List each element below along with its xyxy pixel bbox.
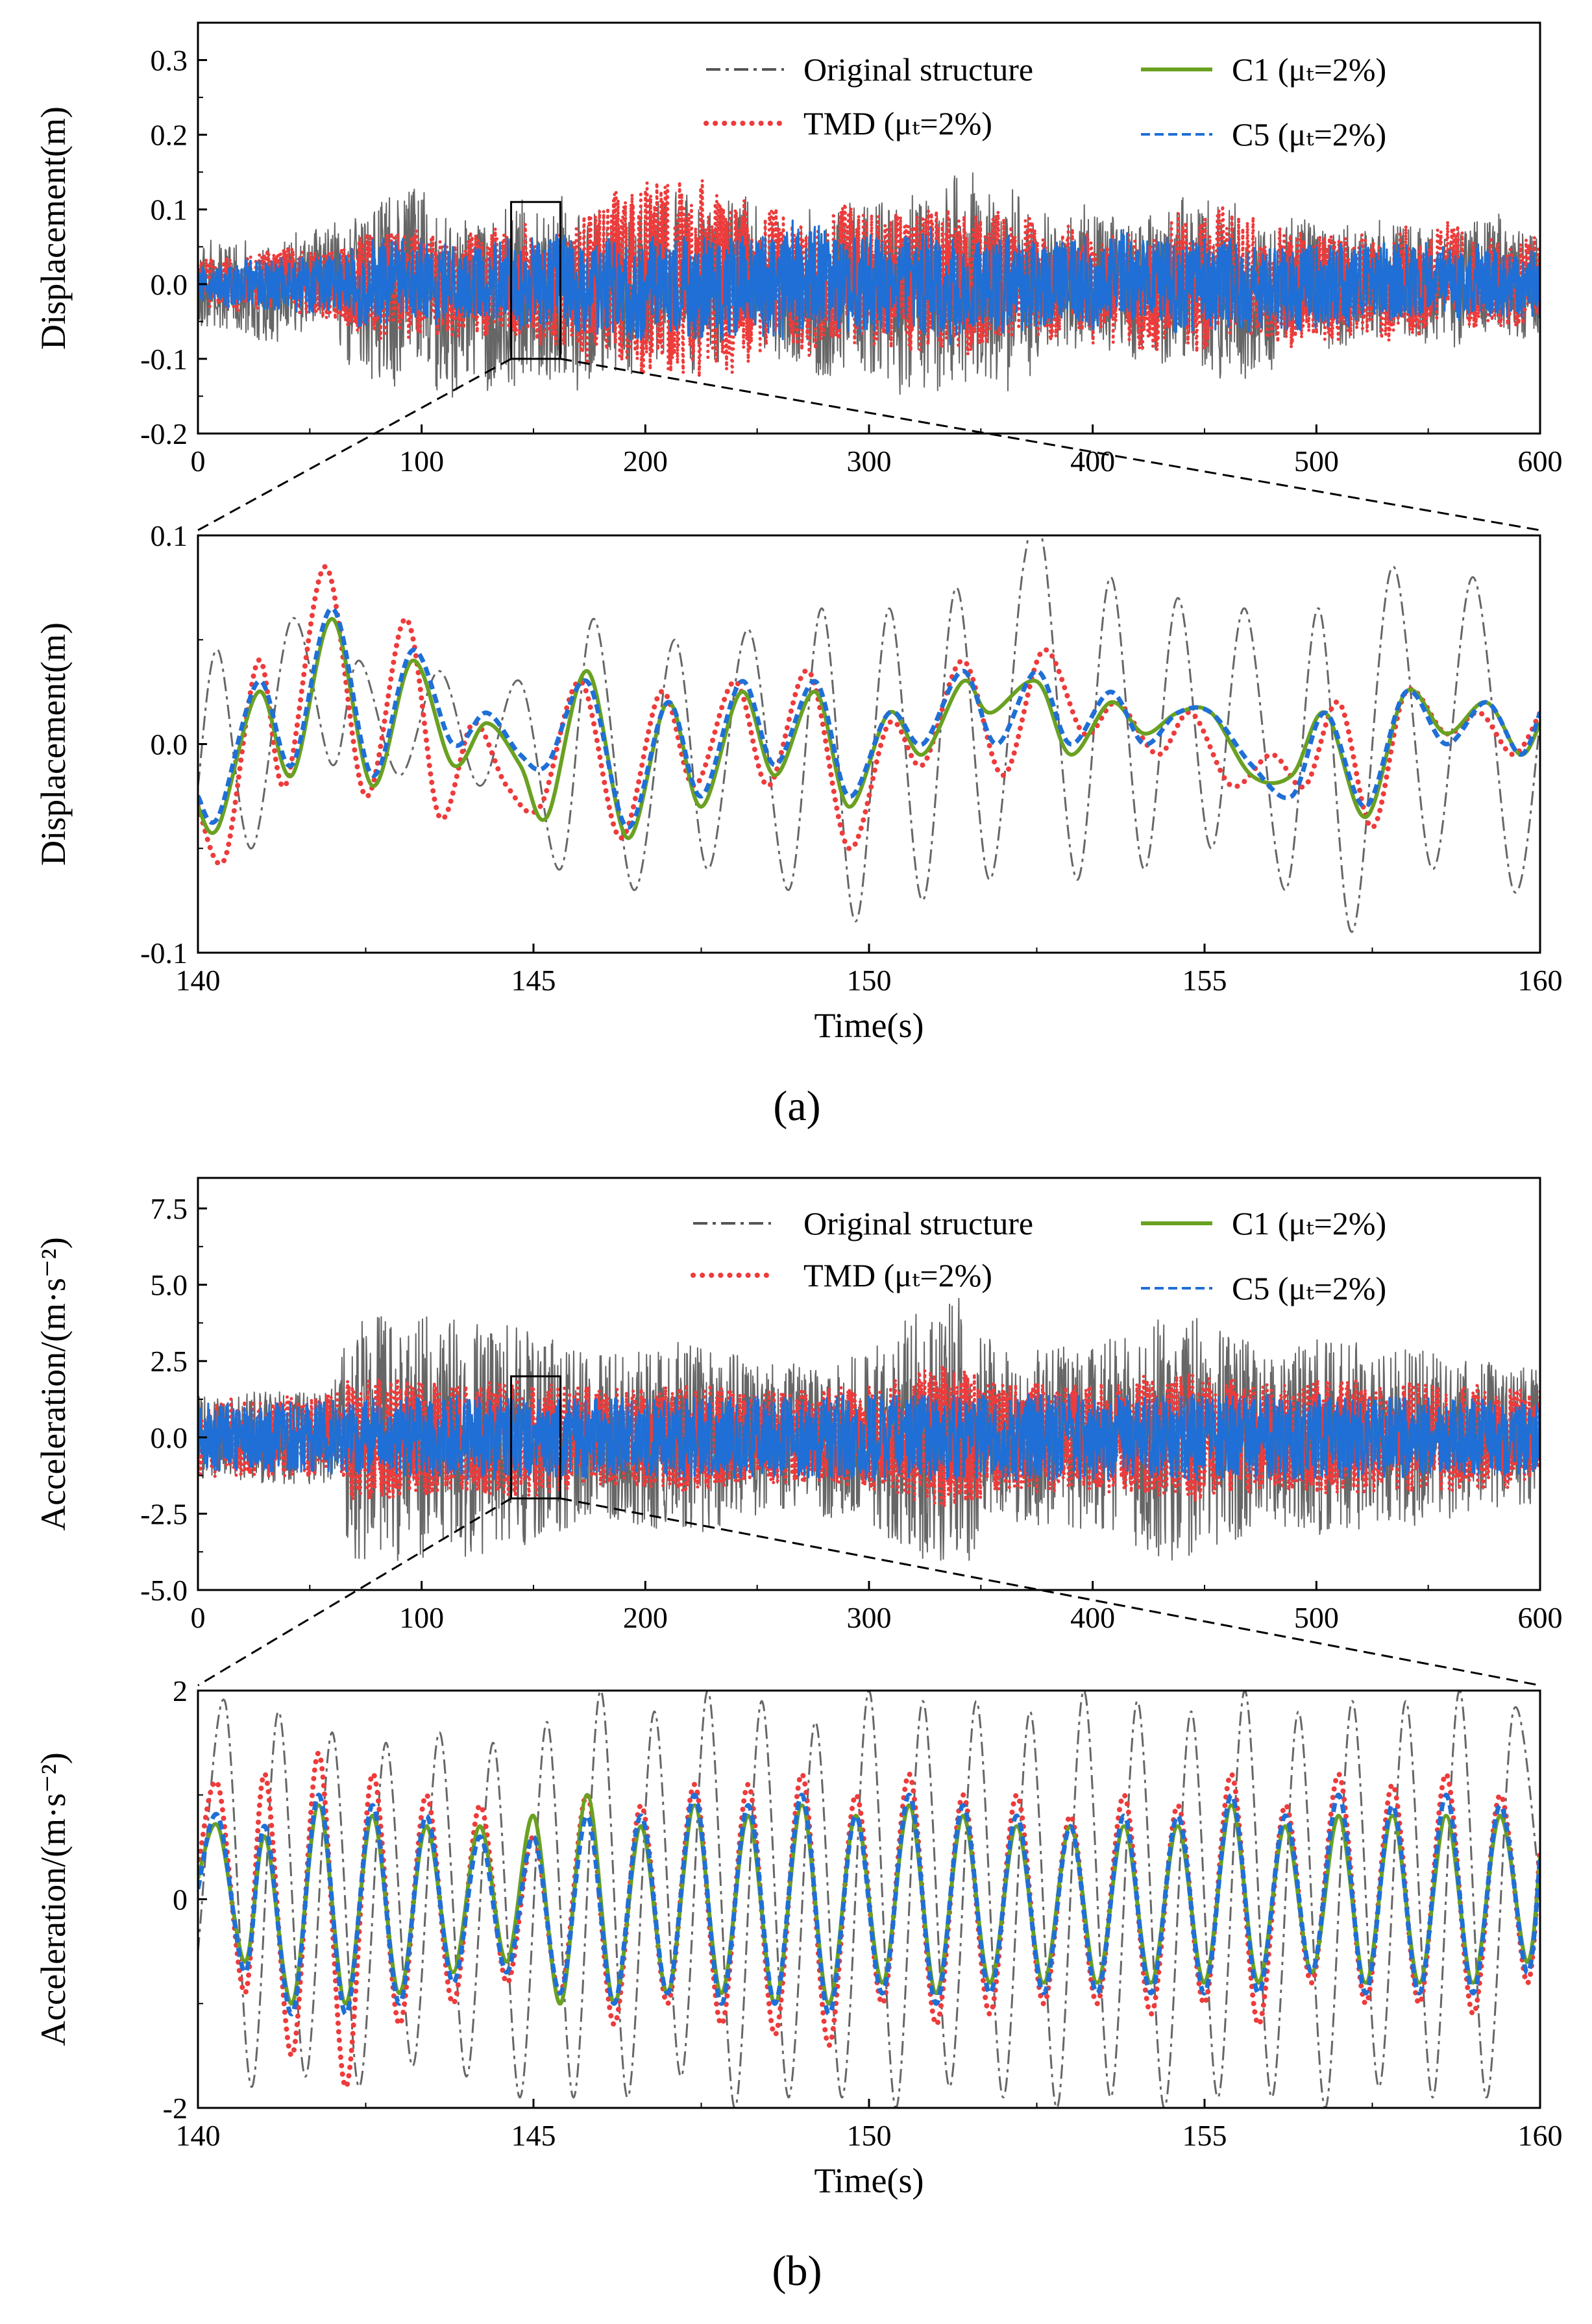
x-tick-label: 155 xyxy=(1182,2119,1227,2152)
legend-c5-label: C5 (μₜ=2%) xyxy=(1232,116,1386,153)
panel-label-b: (b) xyxy=(772,2247,822,2295)
x-tick-label: 400 xyxy=(1070,1601,1115,1634)
x-tick-label: 140 xyxy=(176,2119,221,2152)
y-tick-label: 2.5 xyxy=(151,1345,188,1378)
series-original-line xyxy=(198,1691,1540,2108)
plot-area xyxy=(198,535,1540,933)
series-tmd-line xyxy=(198,564,1540,867)
x-tick-label: 150 xyxy=(847,2119,892,2152)
zoom-connectors xyxy=(197,358,1541,1687)
x-tick-label: 155 xyxy=(1182,964,1227,997)
y-tick-label: -0.2 xyxy=(140,417,188,450)
chart-displacement-full: 0 100 200 300 400 500 600 -0.2 -0.1 0.0 0.1 0.2 0.3 D… xyxy=(34,21,1563,478)
x-tick-label: 145 xyxy=(511,2119,556,2152)
series-c1-line xyxy=(198,1792,1540,2006)
chart-acceleration-zoom: 140 145 150 155 160 -2 0 2 Acceleration/(m·s⁻²) T… xyxy=(34,1674,1563,2200)
y-tick-label: -0.1 xyxy=(140,936,188,970)
x-tick-label: 145 xyxy=(511,964,556,997)
y-axis-label: Acceleration/(m·s⁻²) xyxy=(34,1237,73,1531)
x-axis-label: Time(s) xyxy=(814,1006,924,1045)
panel-label-a: (a) xyxy=(773,1082,820,1130)
legend-original-label: Original structure xyxy=(803,51,1033,88)
y-tick-label: 0.0 xyxy=(151,1421,188,1454)
plot-area xyxy=(198,172,1540,398)
x-tick-label: 100 xyxy=(399,1601,444,1634)
y-tick-label: -2 xyxy=(163,2092,188,2125)
zoom-box xyxy=(510,201,561,360)
y-tick-label: 0.3 xyxy=(151,44,188,77)
legend-c1-label: C1 (μₜ=2%) xyxy=(1232,1205,1386,1242)
x-tick-label: 0 xyxy=(191,1601,206,1634)
series-c5-line xyxy=(198,1792,1540,2016)
x-tick-label: 200 xyxy=(623,1601,668,1634)
x-axis-label: Time(s) xyxy=(814,2161,924,2200)
x-tick-label: 0 xyxy=(191,445,206,478)
plot-area xyxy=(198,1691,1540,2108)
connector-left xyxy=(197,358,512,532)
y-tick-label: 7.5 xyxy=(151,1192,188,1225)
y-tick-label: -5.0 xyxy=(140,1574,188,1607)
y-tick-label: 0.1 xyxy=(151,193,188,226)
x-tick-label: 600 xyxy=(1518,1601,1563,1634)
y-tick-label: 2 xyxy=(173,1674,188,1707)
series-original-line xyxy=(198,535,1540,933)
chart-acceleration-full: 0 100 200 300 400 500 600 -5.0 -2.5 0.0 2.5 5.0 7.5 A… xyxy=(34,1177,1563,1634)
chart-displacement-zoom: 140 145 150 155 160 -0.1 0.0 0.1 Displacement(m)… xyxy=(34,519,1563,1045)
series-c5-line xyxy=(198,219,1540,345)
legend-original-label: Original structure xyxy=(803,1205,1033,1242)
y-tick-label: 0 xyxy=(173,1883,188,1916)
legend-a: Original structure C1 (μₜ=2%) TMD (μₜ=2%… xyxy=(704,51,1386,153)
legend-b: Original structure C1 (μₜ=2%) TMD (μₜ=2%… xyxy=(691,1205,1386,1306)
legend-tmd-label: TMD (μₜ=2%) xyxy=(803,105,992,141)
legend-c1-label: C1 (μₜ=2%) xyxy=(1232,51,1386,88)
y-tick-label: 0.1 xyxy=(151,519,188,552)
series-c5-line xyxy=(198,606,1540,830)
x-tick-label: 600 xyxy=(1518,445,1563,478)
x-tick-label: 300 xyxy=(847,445,892,478)
connector-right xyxy=(560,1497,1541,1687)
x-tick-label: 140 xyxy=(176,964,221,997)
x-tick-label: 160 xyxy=(1518,2119,1563,2152)
legend-c5-label: C5 (μₜ=2%) xyxy=(1232,1270,1386,1306)
legend-tmd-label: TMD (μₜ=2%) xyxy=(803,1257,992,1293)
x-tick-label: 300 xyxy=(847,1601,892,1634)
y-tick-label: 0.2 xyxy=(151,119,188,152)
series-c5-line xyxy=(198,1393,1540,1481)
y-tick-label: -0.1 xyxy=(140,343,188,376)
zoom-box xyxy=(510,1375,561,1500)
y-tick-label: 0.0 xyxy=(151,268,188,301)
y-tick-label: 5.0 xyxy=(151,1269,188,1302)
plot-area xyxy=(198,1297,1540,1561)
x-tick-label: 160 xyxy=(1518,964,1563,997)
y-axis-label: Acceleration/(m·s⁻²) xyxy=(34,1752,73,2046)
series-c1-line xyxy=(198,617,1540,840)
x-tick-label: 100 xyxy=(399,445,444,478)
y-axis-label: Displacement(m) xyxy=(34,106,73,350)
x-tick-label: 200 xyxy=(623,445,668,478)
x-tick-label: 150 xyxy=(847,964,892,997)
connector-right xyxy=(560,358,1541,532)
x-tick-label: 400 xyxy=(1070,445,1115,478)
x-tick-label: 500 xyxy=(1294,445,1339,478)
y-tick-label: 0.0 xyxy=(151,728,188,761)
connector-left xyxy=(197,1497,512,1687)
y-axis-label: Displacement(m) xyxy=(34,622,73,866)
x-tick-label: 500 xyxy=(1294,1601,1339,1634)
y-tick-label: -2.5 xyxy=(140,1497,188,1530)
